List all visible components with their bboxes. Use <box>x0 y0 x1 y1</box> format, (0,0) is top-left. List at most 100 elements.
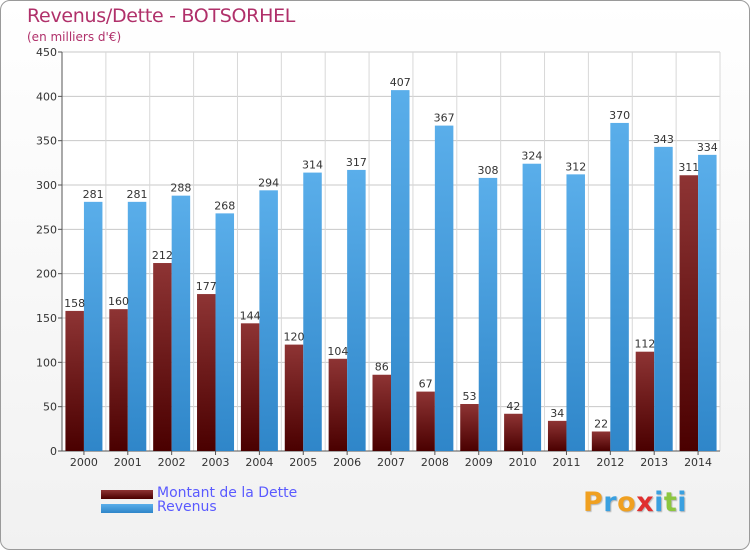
legend-label-revenus: Revenus <box>157 499 217 515</box>
bar-dette <box>240 323 260 451</box>
x-tick-label: 2000 <box>70 456 98 469</box>
data-label: 268 <box>214 199 235 212</box>
data-label: 42 <box>506 400 520 413</box>
data-label: 308 <box>477 164 498 177</box>
data-label: 144 <box>240 309 261 322</box>
bar-revenus <box>566 174 585 452</box>
x-tick-label: 2005 <box>289 456 317 469</box>
bar-dette <box>372 374 391 451</box>
data-label: 86 <box>375 361 389 374</box>
data-label: 367 <box>434 112 455 125</box>
bar-revenus <box>391 90 410 452</box>
x-tick-label: 2011 <box>552 456 580 469</box>
data-label: 22 <box>594 417 608 430</box>
bar-dette <box>504 413 523 451</box>
y-tick-label: 350 <box>36 135 57 148</box>
x-tick-label: 2010 <box>509 456 537 469</box>
bar-revenus <box>698 154 717 451</box>
x-tick-label: 2012 <box>596 456 624 469</box>
bar-dette <box>109 309 128 451</box>
data-label: 34 <box>550 407 564 420</box>
data-label: 334 <box>697 141 718 154</box>
bar-dette <box>197 294 216 451</box>
bar-dette <box>284 344 304 451</box>
data-label: 343 <box>653 133 674 146</box>
y-tick-label: 150 <box>36 312 57 325</box>
bar-revenus <box>434 125 454 452</box>
y-tick-label: 200 <box>36 268 57 281</box>
proxiti-logo: Proxiti <box>583 487 687 518</box>
y-tick-label: 0 <box>50 445 57 458</box>
logo-letter: t <box>663 487 678 518</box>
logo-letter: x <box>636 487 655 518</box>
bar-revenus <box>347 169 366 451</box>
data-label: 160 <box>108 295 129 308</box>
bar-dette <box>635 351 655 451</box>
data-label: 212 <box>152 249 173 262</box>
x-tick-label: 2003 <box>202 456 230 469</box>
logo-letter: i <box>677 487 688 518</box>
bar-dette <box>547 420 567 451</box>
chart-subtitle: (en milliers d'€) <box>27 30 122 44</box>
x-tick-label: 2001 <box>114 456 142 469</box>
bar-dette <box>591 431 611 451</box>
bar-revenus <box>83 201 103 451</box>
data-label: 53 <box>462 390 476 403</box>
data-label: 314 <box>302 159 323 172</box>
data-label: 158 <box>64 297 85 310</box>
chart-title: Revenus/Dette - BOTSORHEL <box>27 5 296 27</box>
data-label: 294 <box>258 176 279 189</box>
logo-letter: r <box>603 487 618 518</box>
y-tick-label: 450 <box>36 46 57 59</box>
data-label: 317 <box>346 156 367 169</box>
data-label: 407 <box>390 76 411 89</box>
bar-dette <box>416 391 435 451</box>
x-tick-label: 2013 <box>640 456 668 469</box>
x-tick-label: 2009 <box>465 456 493 469</box>
bar-revenus <box>610 122 629 451</box>
bar-dette <box>460 404 479 451</box>
data-label: 288 <box>170 182 191 195</box>
data-label: 112 <box>634 338 655 351</box>
logo-letter: P <box>583 487 604 518</box>
data-label: 370 <box>609 109 630 122</box>
y-tick-label: 100 <box>36 356 57 369</box>
data-label: 177 <box>196 280 217 293</box>
data-label: 311 <box>678 161 699 174</box>
x-tick-label: 2006 <box>333 456 361 469</box>
x-tick-label: 2014 <box>684 456 712 469</box>
data-label: 324 <box>521 150 542 163</box>
y-tick-label: 300 <box>36 179 57 192</box>
bar-revenus <box>215 213 235 451</box>
x-tick-label: 2002 <box>158 456 186 469</box>
data-label: 312 <box>565 160 586 173</box>
logo-letter: o <box>617 487 637 518</box>
bar-dette <box>679 175 699 451</box>
bar-revenus <box>259 190 278 451</box>
x-tick-label: 2008 <box>421 456 449 469</box>
bar-revenus <box>478 177 498 451</box>
bar-dette <box>65 310 84 451</box>
data-label: 104 <box>327 345 348 358</box>
bar-revenus <box>171 195 191 451</box>
x-tick-label: 2007 <box>377 456 405 469</box>
bar-revenus <box>522 163 542 451</box>
y-tick-label: 50 <box>43 401 57 414</box>
data-label: 120 <box>284 331 305 344</box>
data-label: 67 <box>419 378 433 391</box>
x-tick-label: 2004 <box>245 456 273 469</box>
data-label: 281 <box>127 188 148 201</box>
data-label: 281 <box>83 188 104 201</box>
bar-revenus <box>654 146 673 451</box>
bar-dette <box>328 358 348 451</box>
legend-swatch-revenus <box>101 504 153 513</box>
bar-revenus <box>303 172 322 451</box>
bar-revenus <box>127 201 147 451</box>
legend-swatch-debt <box>101 490 153 499</box>
y-tick-label: 250 <box>36 223 57 236</box>
legend-label-debt: Montant de la Dette <box>157 485 298 501</box>
bar-dette <box>153 263 172 451</box>
logo-letter: i <box>654 487 664 518</box>
